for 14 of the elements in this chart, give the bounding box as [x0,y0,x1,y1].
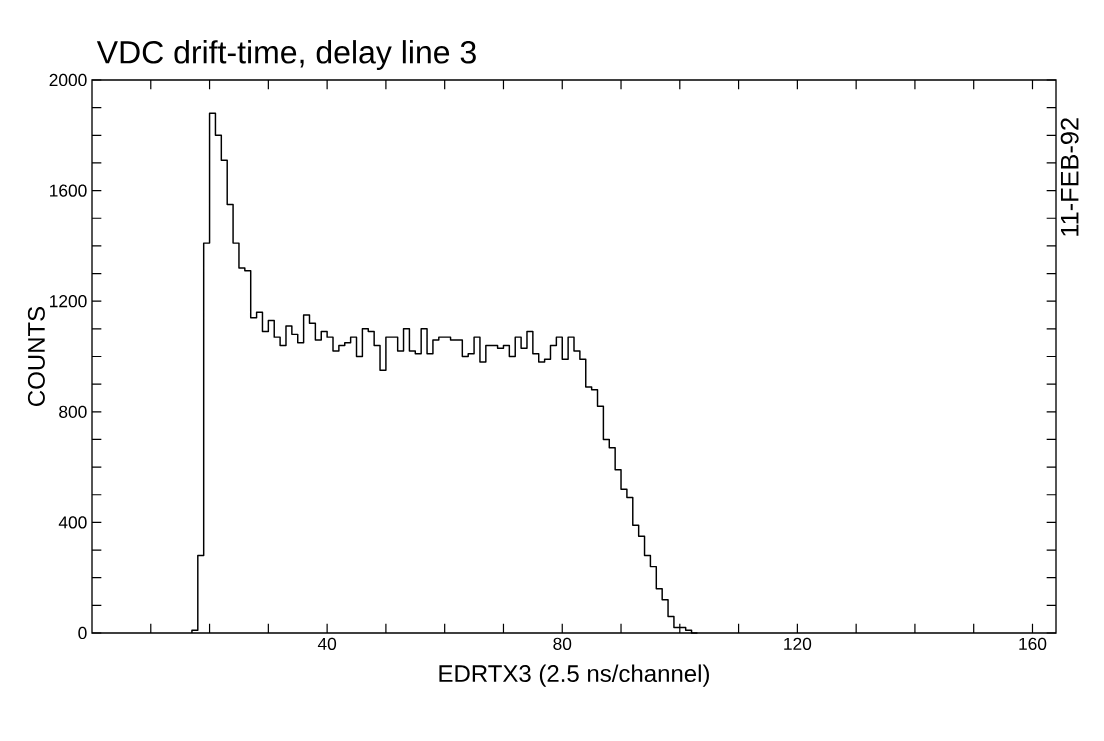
y-tick-label: 1200 [50,295,87,308]
x-tick-label: 80 [553,637,572,650]
x-tick-label: 160 [1019,637,1047,650]
y-tick-label: 1600 [50,184,87,197]
y-tick-label: 2000 [49,73,87,87]
text: 11-FEB-92 [1060,118,1079,236]
x-tick-label: 120 [784,637,812,650]
x-axis-title: EDRTX3 (2.5 ns/channel) [439,664,709,687]
y-tick-label: 800 [59,405,87,418]
y-tick-label: 400 [58,516,87,529]
x-tick-label: 40 [317,637,337,650]
y-tick-label: 0 [78,626,87,640]
chart-title: VDC drift-time, delay line 3 [96,40,476,70]
y-axis-title: COUNTS [27,306,45,406]
